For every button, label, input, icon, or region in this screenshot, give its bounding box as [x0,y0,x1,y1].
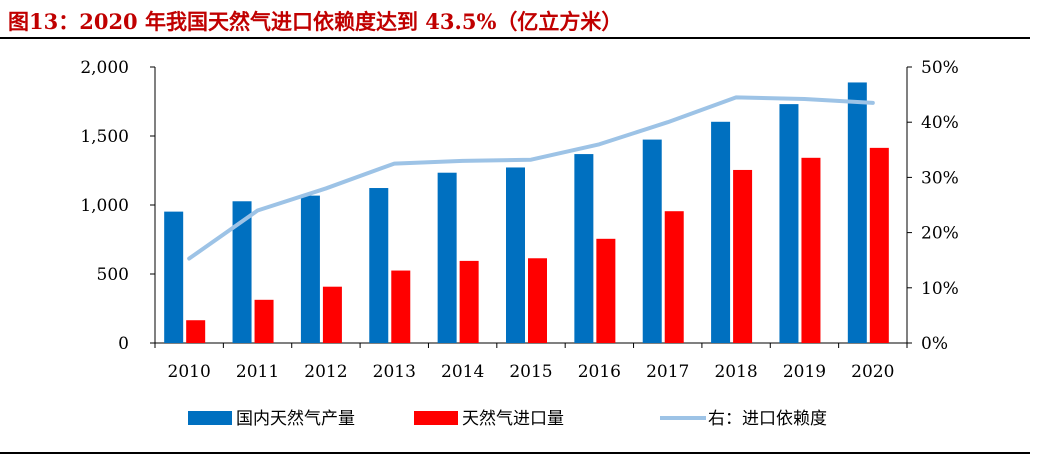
right-tick-label: 30% [921,168,959,188]
bar-imports [733,169,753,343]
bar-imports [459,260,479,343]
bar-imports [186,320,206,343]
x-tick-label: 2020 [851,362,894,382]
x-tick-label: 2016 [578,362,621,382]
title-rule [0,37,1030,39]
bar-imports [801,157,821,343]
bar-domestic-production [369,188,389,343]
legend-swatch-domestic [188,411,232,425]
bar-imports [664,211,684,343]
bar-imports [528,258,547,343]
left-tick-label: 500 [97,265,129,285]
bar-imports [254,299,274,343]
right-tick-label: 20% [921,224,959,244]
right-tick-label: 10% [921,279,959,299]
left-tick-label: 0 [118,334,129,354]
figure-title: 图13：2020 年我国天然气进口依赖度达到 43.5%（亿立方米） [8,9,623,34]
dependency-line [187,95,875,261]
x-tick-label: 2019 [783,362,826,382]
legend-label-domestic: 国内天然气产量 [236,409,355,429]
left-tick-label: 1,000 [80,196,129,216]
x-tick-label: 2012 [304,362,347,382]
bar-domestic-production [164,211,184,343]
legend-label-imports: 天然气进口量 [462,409,564,429]
left-tick-label: 2,000 [80,58,129,78]
bar-domestic-production [574,154,594,343]
x-tick-label: 2014 [441,362,484,382]
bar-domestic-production [300,195,320,343]
bar-domestic-production [506,167,525,343]
right-tick-label: 0% [921,334,948,354]
bar-domestic-production [642,139,662,343]
x-tick-label: 2013 [373,362,416,382]
bottom-rule [0,452,1030,454]
bar-domestic-production [711,121,731,343]
bar-domestic-production [437,172,457,343]
chart-line [187,95,875,261]
bar-imports [322,286,342,343]
chart-legend: 国内天然气产量 天然气进口量 右：进口依赖度 [188,409,827,429]
chart-bars [164,82,889,344]
legend-swatch-imports [414,411,458,425]
chart-ticks: 0 500 1,000 1,500 2,000 0% 10% 20% 30% 40% 50% 2010… [80,58,958,382]
bar-imports [596,238,616,343]
left-tick-label: 1,500 [80,127,129,147]
x-tick-label: 2018 [714,362,757,382]
x-tick-label: 2017 [646,362,689,382]
right-tick-label: 40% [921,113,959,133]
x-tick-label: 2011 [236,362,279,382]
right-tick-label: 50% [921,58,959,78]
bar-imports [391,270,411,343]
legend-label-dependency: 右：进口依赖度 [708,409,827,429]
bar-imports [869,147,889,343]
bar-domestic-production [232,201,252,343]
x-tick-label: 2010 [168,362,211,382]
x-tick-label: 2015 [509,362,552,382]
bar-domestic-production [847,82,867,344]
bar-domestic-production [779,104,799,343]
